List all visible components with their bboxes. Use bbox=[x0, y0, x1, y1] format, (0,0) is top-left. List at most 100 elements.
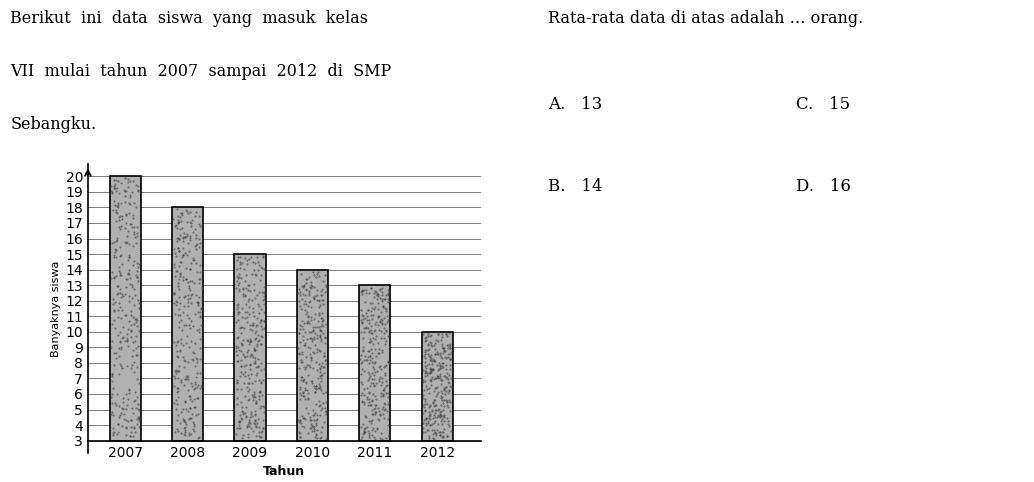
Point bbox=[248, 369, 265, 377]
Point bbox=[190, 308, 207, 316]
Point bbox=[363, 326, 379, 334]
Point bbox=[363, 316, 379, 323]
Point bbox=[297, 395, 313, 402]
Point bbox=[119, 270, 135, 278]
Point bbox=[130, 414, 147, 422]
Point bbox=[166, 272, 183, 280]
Point bbox=[363, 402, 379, 409]
Point bbox=[240, 296, 256, 304]
Point bbox=[192, 382, 209, 389]
Point bbox=[358, 289, 374, 297]
Point bbox=[415, 425, 431, 432]
Point bbox=[186, 349, 203, 357]
Point bbox=[366, 371, 383, 379]
Point bbox=[292, 338, 308, 346]
Point bbox=[172, 346, 188, 353]
Point bbox=[301, 287, 317, 295]
Point bbox=[360, 347, 376, 355]
Point bbox=[364, 304, 381, 311]
Point bbox=[249, 331, 266, 339]
Point bbox=[186, 362, 203, 370]
Point bbox=[245, 258, 262, 266]
Point bbox=[432, 374, 449, 382]
Point bbox=[371, 410, 388, 417]
Point bbox=[432, 372, 449, 380]
Point bbox=[292, 395, 308, 403]
Point bbox=[291, 364, 307, 372]
Point bbox=[238, 412, 254, 419]
Point bbox=[432, 387, 449, 395]
Point bbox=[310, 381, 327, 388]
Point bbox=[291, 428, 307, 436]
Point bbox=[424, 342, 440, 349]
Point bbox=[183, 299, 200, 307]
Point bbox=[241, 418, 257, 426]
Point bbox=[376, 295, 393, 303]
Point bbox=[376, 295, 393, 303]
Point bbox=[111, 370, 127, 377]
Point bbox=[316, 271, 333, 279]
Point bbox=[313, 335, 330, 343]
Point bbox=[376, 371, 393, 378]
Point bbox=[311, 412, 328, 419]
Point bbox=[240, 255, 256, 263]
Point bbox=[128, 273, 145, 281]
Point bbox=[179, 298, 195, 306]
Point bbox=[125, 397, 142, 404]
Point bbox=[419, 371, 435, 378]
Point bbox=[366, 382, 383, 390]
Point bbox=[252, 263, 269, 271]
Point bbox=[374, 386, 391, 393]
Point bbox=[103, 393, 120, 401]
Point bbox=[173, 217, 189, 225]
Point bbox=[424, 357, 440, 364]
Point bbox=[229, 430, 245, 438]
Point bbox=[246, 286, 263, 294]
Point bbox=[108, 402, 124, 409]
Point bbox=[251, 376, 268, 384]
Point bbox=[117, 337, 133, 345]
Point bbox=[313, 406, 330, 414]
Point bbox=[173, 339, 189, 347]
Point bbox=[366, 359, 383, 367]
Point bbox=[170, 388, 186, 395]
Point bbox=[180, 358, 196, 366]
Point bbox=[434, 393, 451, 401]
Point bbox=[190, 433, 207, 441]
Point bbox=[246, 388, 263, 396]
Point bbox=[180, 343, 196, 350]
Point bbox=[369, 290, 386, 298]
Point bbox=[170, 416, 186, 424]
Point bbox=[173, 335, 189, 343]
Point bbox=[124, 338, 141, 346]
Point bbox=[173, 429, 189, 437]
Point bbox=[172, 272, 188, 280]
Point bbox=[256, 408, 273, 415]
Point bbox=[364, 416, 381, 424]
Point bbox=[181, 415, 197, 422]
Point bbox=[305, 411, 322, 419]
Point bbox=[191, 294, 208, 301]
Point bbox=[247, 270, 264, 278]
Point bbox=[424, 406, 440, 414]
Point bbox=[108, 217, 124, 225]
Point bbox=[176, 425, 192, 432]
Point bbox=[364, 397, 381, 405]
Point bbox=[434, 363, 451, 371]
Point bbox=[417, 362, 433, 370]
Point bbox=[293, 325, 309, 333]
Point bbox=[184, 357, 201, 364]
Point bbox=[109, 430, 125, 438]
Point bbox=[307, 388, 324, 396]
Point bbox=[248, 314, 265, 321]
Point bbox=[126, 199, 143, 206]
Point bbox=[313, 371, 330, 378]
Point bbox=[186, 225, 203, 232]
Point bbox=[429, 427, 446, 434]
Point bbox=[430, 388, 447, 396]
Point bbox=[298, 363, 314, 371]
Point bbox=[377, 327, 394, 335]
Point bbox=[190, 410, 207, 417]
Point bbox=[103, 268, 120, 276]
Point bbox=[354, 291, 370, 298]
